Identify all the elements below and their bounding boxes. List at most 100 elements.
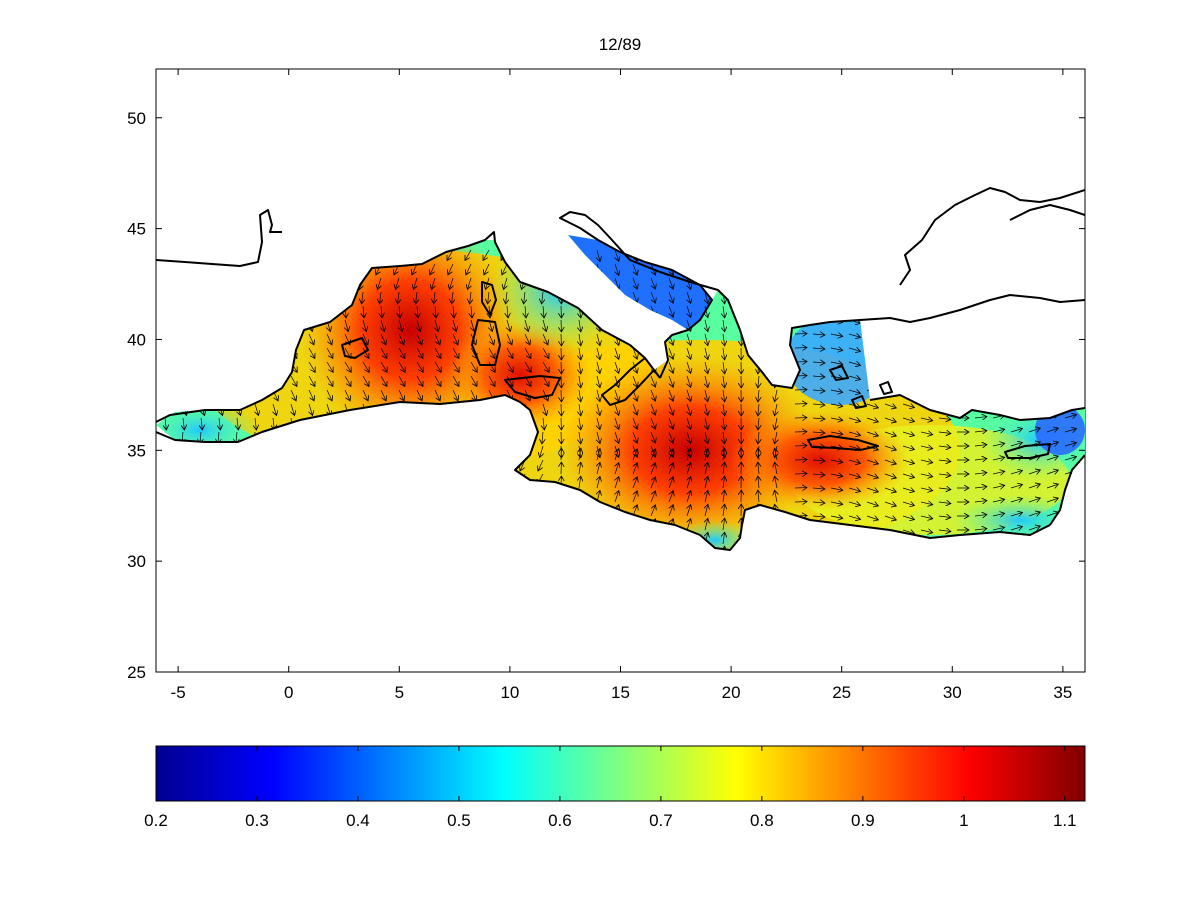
wind-arrow [579, 431, 581, 444]
wind-arrow [542, 291, 543, 304]
wind-arrow [255, 417, 256, 430]
wind-arrow [775, 417, 777, 430]
y-tick-label: 45 [127, 220, 146, 239]
wind-arrow [668, 389, 673, 401]
wind-arrow [974, 515, 987, 516]
wind-arrow [453, 305, 454, 318]
wind-arrow [866, 418, 878, 422]
wind-arrow [848, 418, 861, 421]
wind-arrow [326, 375, 333, 386]
wind-arrow [650, 277, 655, 289]
wind-arrow [723, 319, 725, 332]
wind-arrow [398, 375, 405, 386]
wind-arrow [1010, 484, 1022, 488]
wind-arrow [344, 389, 350, 401]
wind-arrow [687, 519, 691, 531]
wind-arrow [579, 417, 581, 430]
wind-arrow [579, 389, 581, 402]
wind-arrow [668, 291, 673, 303]
wind-arrow [597, 361, 600, 374]
x-tick-label: 20 [722, 683, 741, 702]
wind-arrow [579, 361, 581, 374]
wind-arrow [434, 361, 441, 372]
wind-arrow [416, 361, 423, 372]
wind-arrow [416, 291, 417, 304]
wind-arrow [525, 319, 528, 332]
wind-arrow [775, 389, 777, 402]
wind-arrow [650, 477, 655, 489]
wind-arrow [705, 375, 708, 388]
wind-arrow [165, 417, 166, 430]
wind-arrow [1064, 443, 1077, 446]
wind-arrow [668, 375, 673, 387]
wind-arrow [650, 449, 655, 461]
wind-arrow [705, 389, 708, 402]
wind-arrow [579, 448, 581, 461]
coastline-north-africa [156, 394, 1051, 551]
wind-arrow [632, 263, 637, 275]
wind-arrow [920, 516, 933, 519]
wind-arrow [597, 448, 600, 461]
wind-arrow [615, 417, 619, 429]
wind-arrow [687, 375, 691, 387]
coastline-italy-boot [559, 211, 1085, 389]
wind-arrow [687, 347, 691, 359]
wind-arrow [632, 347, 637, 359]
wind-arrow [543, 403, 547, 415]
wind-arrow [1010, 428, 1022, 432]
wind-arrow [775, 462, 777, 475]
coastline-aegean-islands [829, 365, 893, 409]
wind-arrow [488, 375, 495, 386]
wind-arrow [416, 347, 423, 358]
colorbar-tick-label: 0.8 [750, 811, 774, 830]
wind-arrow [866, 474, 878, 478]
wind-arrow [1028, 484, 1040, 488]
y-tick-label: 50 [127, 109, 146, 128]
coastline-cyprus [1004, 443, 1051, 459]
coastline-iberia-north [156, 209, 282, 267]
wind-arrow [326, 347, 333, 358]
wind-arrow [470, 389, 476, 401]
colorbar-tick-label: 0.3 [245, 811, 269, 830]
wind-arrow [938, 488, 951, 489]
wind-arrow [920, 502, 933, 505]
wind-arrow [884, 446, 896, 450]
wind-arrow [668, 491, 673, 503]
wind-arrow [775, 476, 777, 489]
wind-arrow [775, 448, 777, 461]
wind-arrow [812, 348, 825, 349]
wind-arrow [705, 476, 708, 489]
wind-arrow [1064, 429, 1077, 432]
wind-arrow [362, 333, 368, 345]
colorbar-tick-label: 0.2 [144, 811, 168, 830]
wind-arrow [506, 333, 512, 345]
wind-arrow [579, 476, 581, 489]
wind-arrow [615, 403, 619, 415]
wind-arrow [465, 249, 472, 260]
wind-arrow [597, 347, 600, 360]
wind-arrow [687, 305, 691, 317]
x-axis: -5 0 5 10 15 20 25 30 35 [171, 69, 1072, 702]
wind-arrow [830, 488, 843, 490]
wind-arrow [723, 389, 725, 402]
wind-arrow [848, 362, 861, 365]
wind-arrow [452, 291, 453, 304]
wind-arrow [687, 463, 691, 475]
wind-arrow [467, 277, 471, 289]
coastline-black-sea-north [1009, 204, 1085, 221]
wind-arrow [597, 417, 600, 430]
wind-arrow [1046, 428, 1058, 432]
wind-arrow [866, 404, 878, 408]
wind-arrow [435, 305, 436, 318]
wind-arrow [615, 463, 619, 475]
wind-arrow [687, 403, 691, 415]
wind-arrow [380, 347, 387, 358]
wind-arrow [902, 474, 914, 478]
wind-arrow [830, 362, 843, 364]
wind-arrow [902, 418, 914, 422]
x-tick-label: 0 [284, 683, 293, 702]
wind-arrow [775, 490, 777, 503]
wind-arrow [632, 291, 637, 303]
wind-arrow [398, 291, 399, 304]
wind-arrow [488, 361, 495, 372]
